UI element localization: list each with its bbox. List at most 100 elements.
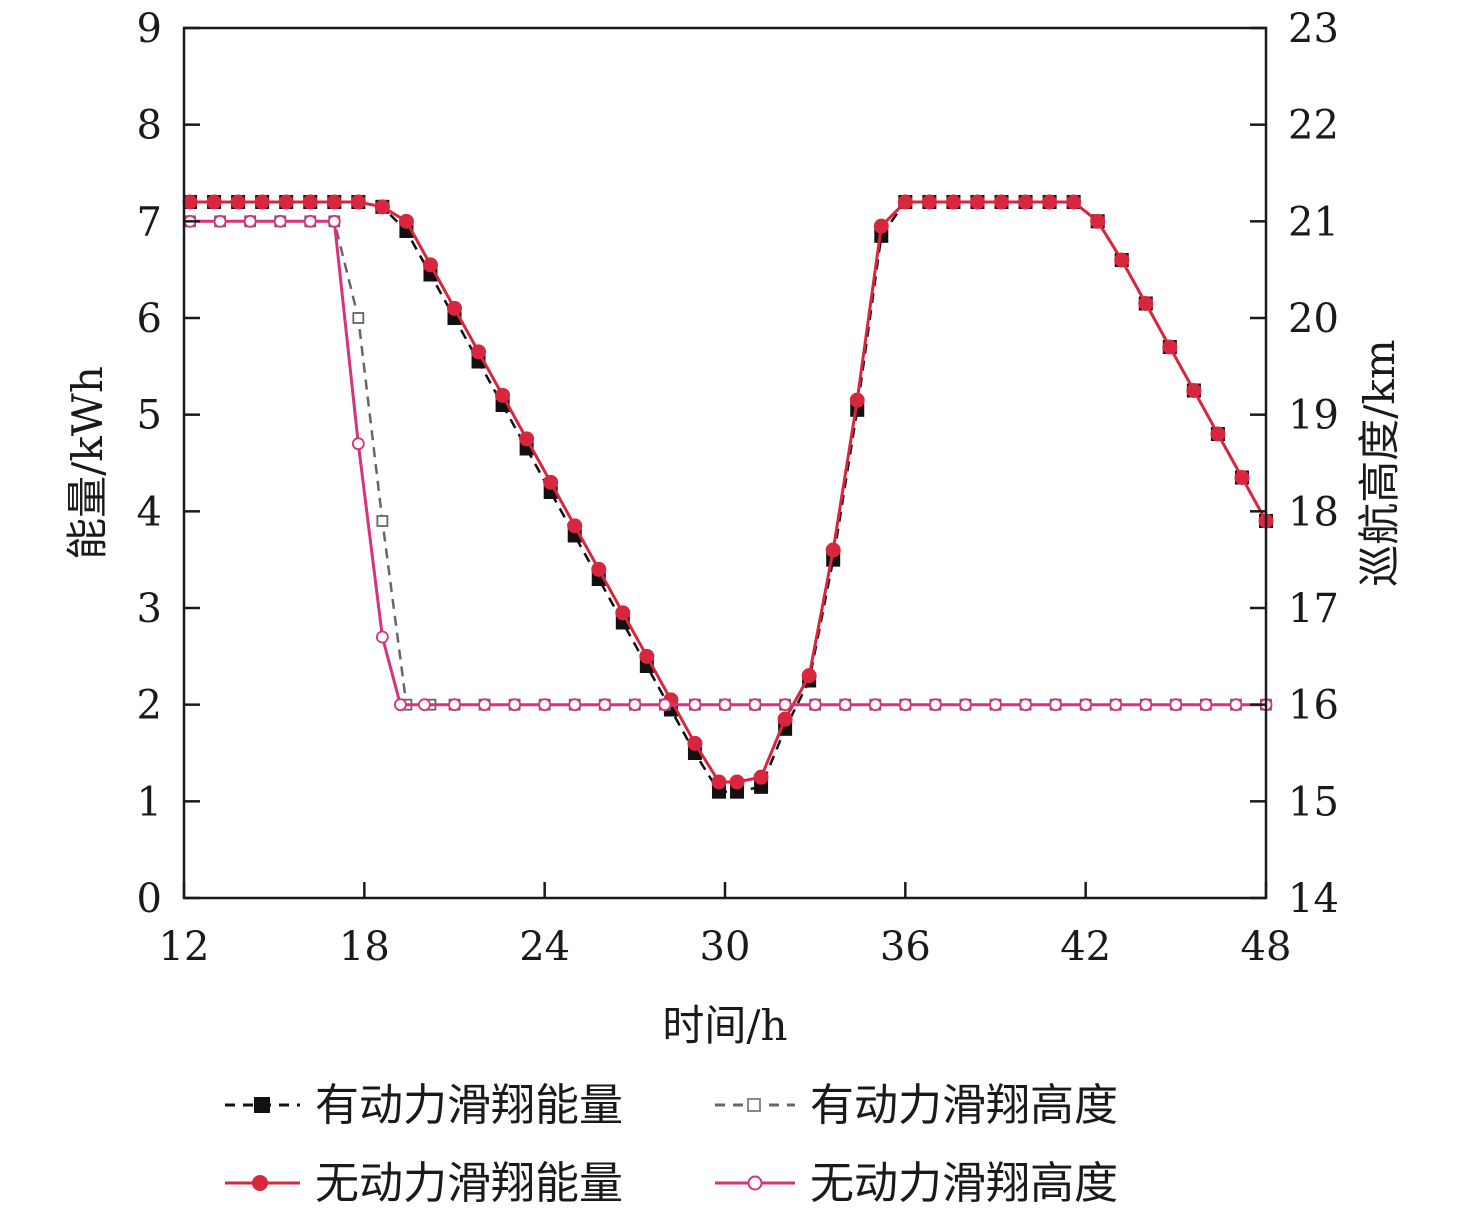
data-point [393, 698, 407, 712]
data-point [303, 214, 317, 228]
legend-item-unpowered-altitude: 无动力滑翔高度 [715, 1158, 1118, 1209]
legend-label-powered-altitude: 有动力滑翔高度 [810, 1080, 1118, 1131]
data-point [1042, 194, 1058, 210]
plot-frame [182, 26, 1268, 900]
data-point [688, 698, 702, 712]
y-right-tick-label: 21 [1288, 199, 1339, 245]
data-point [568, 698, 582, 712]
data-point [352, 312, 365, 324]
data-point [1210, 426, 1226, 442]
data-point [639, 648, 655, 664]
x-tick-label: 24 [519, 924, 570, 970]
data-point [350, 194, 366, 210]
data-point [825, 542, 841, 558]
data-point [495, 387, 511, 403]
data-point [945, 194, 961, 210]
data-point [327, 214, 341, 228]
data-point [302, 194, 318, 210]
data-point [254, 194, 270, 210]
y-right-tick-label: 23 [1288, 6, 1339, 52]
series-line-powered-altitude [190, 220, 1266, 706]
data-point [1139, 698, 1153, 712]
data-point [374, 199, 390, 215]
data-point [615, 605, 631, 621]
y-left-tick-label: 3 [137, 586, 162, 632]
y-right-tick-label: 15 [1288, 779, 1339, 825]
x-tick-label: 12 [159, 924, 210, 970]
y-right-tick-label: 14 [1288, 876, 1339, 922]
y-left-tick-label: 0 [137, 876, 162, 922]
data-point [1138, 296, 1154, 311]
y-right-tick-label: 19 [1288, 393, 1339, 439]
data-point [1109, 698, 1123, 712]
data-point [1229, 698, 1243, 712]
series-layer [182, 194, 1274, 799]
y-axis-right-title: 巡航高度/km [1355, 339, 1404, 586]
x-tick-label: 36 [880, 924, 931, 970]
y-right-tick-label: 22 [1288, 103, 1339, 149]
data-point [278, 194, 294, 210]
legend: 有动力滑翔能量 有动力滑翔高度 无动力滑翔能量 无动力滑翔高度 [225, 1080, 1118, 1209]
data-point [471, 344, 487, 360]
series-unpowered-energy [182, 194, 1274, 790]
data-point [928, 698, 942, 712]
y-axis-left-title: 能量/kWh [63, 366, 112, 560]
legend-label-powered-energy: 有动力滑翔能量 [315, 1080, 623, 1131]
data-point [711, 774, 727, 790]
data-point [1079, 698, 1093, 712]
data-point [243, 214, 257, 228]
data-point [1018, 194, 1034, 210]
series-line-unpowered-altitude [190, 219, 1266, 707]
data-point [206, 194, 222, 210]
legend-item-unpowered-energy: 无动力滑翔能量 [225, 1158, 623, 1209]
data-point [598, 698, 612, 712]
data-point [729, 774, 745, 790]
x-tick-label: 30 [700, 924, 751, 970]
data-point [873, 218, 889, 234]
data-point [801, 668, 817, 684]
data-point [351, 437, 365, 451]
y-right-tick-label: 16 [1288, 683, 1339, 729]
data-point [422, 257, 438, 273]
data-point [567, 518, 583, 534]
data-point [1234, 470, 1250, 485]
data-point [1019, 698, 1032, 712]
data-point [849, 392, 865, 408]
data-point [777, 711, 793, 727]
data-point [838, 698, 852, 712]
data-point [375, 630, 389, 644]
data-point [897, 194, 913, 210]
data-point [718, 698, 732, 712]
data-point [326, 194, 342, 210]
data-point [1066, 194, 1082, 210]
data-point [230, 194, 246, 210]
data-point [478, 698, 491, 712]
legend-label-unpowered-energy: 无动力滑翔能量 [315, 1158, 623, 1209]
data-point [519, 431, 535, 447]
data-point [213, 214, 227, 228]
legend-label-unpowered-altitude: 无动力滑翔高度 [810, 1158, 1118, 1209]
data-point [538, 698, 552, 712]
data-point [969, 194, 985, 210]
data-point [508, 698, 522, 712]
x-tick-label: 18 [339, 924, 390, 970]
y-left-tick-label: 8 [137, 103, 162, 149]
data-point [182, 194, 198, 210]
data-point [687, 735, 703, 751]
data-point [898, 698, 912, 712]
y-left-tick-label: 7 [137, 199, 162, 245]
data-point [628, 698, 642, 712]
series-powered-altitude [184, 215, 1272, 711]
data-point [989, 698, 1002, 712]
data-point [591, 561, 607, 577]
data-point [778, 698, 792, 712]
legend-item-powered-altitude: 有动力滑翔高度 [715, 1080, 1118, 1131]
data-point [994, 194, 1010, 210]
data-point [1049, 698, 1063, 712]
data-point [753, 769, 769, 785]
x-tick-label: 42 [1060, 924, 1111, 970]
series-line-unpowered-energy [190, 200, 1268, 784]
data-point [658, 698, 672, 712]
